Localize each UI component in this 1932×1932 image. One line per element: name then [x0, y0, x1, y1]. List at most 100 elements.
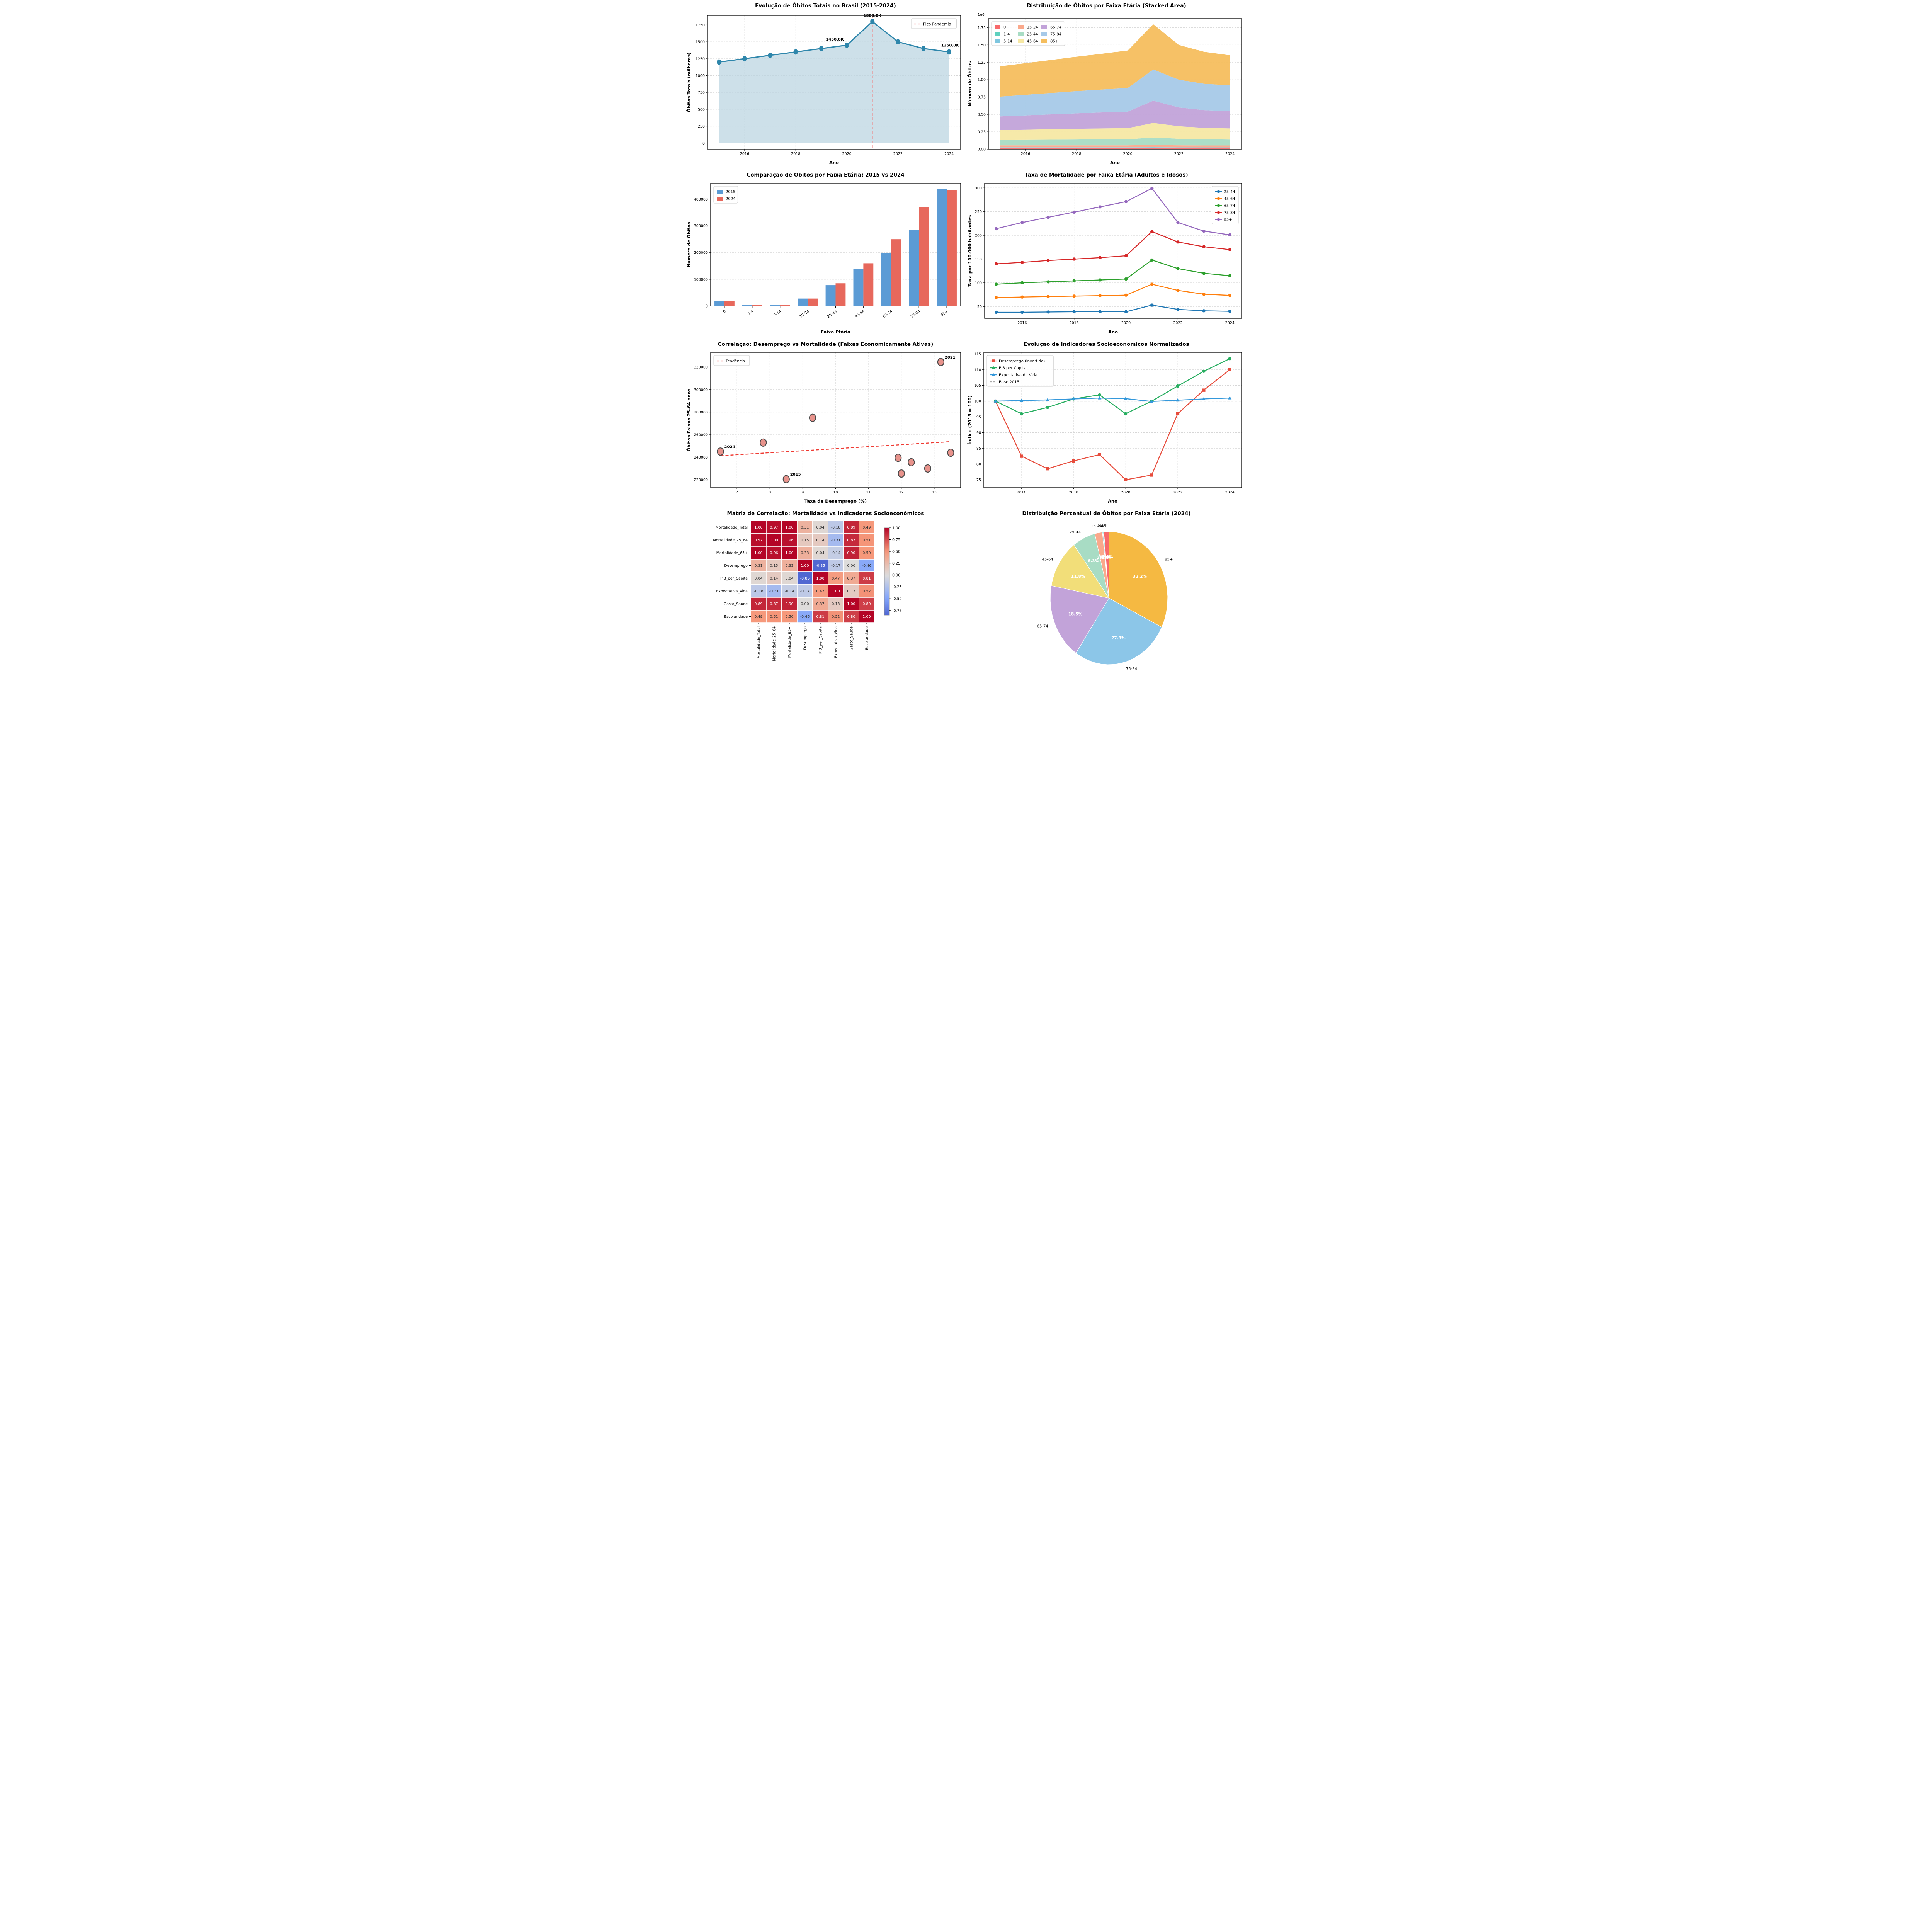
svg-text:PIB per Capita: PIB per Capita	[999, 366, 1026, 371]
chart-cell-comparacao-bar: Comparação de Óbitos por Faixa Etária: 2…	[685, 169, 966, 338]
svg-text:75-84: 75-84	[910, 309, 921, 319]
chart-cell-correlacao-scatter: Correlação: Desemprego vs Mortalidade (F…	[685, 338, 966, 508]
svg-text:0.97: 0.97	[754, 538, 762, 543]
svg-text:0.2%: 0.2%	[1100, 555, 1112, 560]
svg-text:0.13: 0.13	[847, 589, 855, 594]
svg-text:2024: 2024	[724, 445, 735, 449]
svg-text:2016: 2016	[1017, 321, 1027, 325]
svg-text:Desemprego: Desemprego	[803, 626, 808, 650]
svg-text:75-84: 75-84	[1126, 667, 1137, 671]
svg-text:85+: 85+	[940, 309, 949, 317]
svg-text:-0.18: -0.18	[831, 526, 841, 530]
taxa-mortalidade-line-chart: 2016 2018 2020 2022 2024 50 100 150 200 250 300 Ano…	[967, 183, 1242, 335]
svg-text:1.25: 1.25	[978, 61, 986, 65]
chart-title-obitos-totais: Evolução de Óbitos Totais no Brasil (201…	[755, 3, 896, 9]
svg-text:Ano: Ano	[829, 160, 839, 165]
svg-text:Faixa Etária: Faixa Etária	[821, 329, 850, 335]
svg-text:12: 12	[899, 490, 904, 495]
svg-text:Ano: Ano	[1110, 160, 1120, 165]
svg-text:2020: 2020	[1121, 321, 1131, 325]
svg-text:0.81: 0.81	[816, 615, 824, 619]
chart-cell-stacked-area: Distribuição de Óbitos por Faixa Etária …	[966, 0, 1247, 169]
svg-text:85: 85	[976, 447, 981, 451]
svg-text:0.00: 0.00	[978, 148, 986, 152]
svg-text:2020: 2020	[1121, 490, 1130, 495]
svg-text:Gasto_Saude: Gasto_Saude	[724, 602, 748, 606]
svg-text:105: 105	[974, 384, 981, 388]
svg-text:200: 200	[975, 234, 982, 238]
svg-text:0.49: 0.49	[754, 615, 762, 619]
svg-text:1800.0K: 1800.0K	[864, 14, 882, 18]
svg-text:400000: 400000	[694, 197, 708, 202]
svg-text:5-14: 5-14	[773, 309, 782, 317]
svg-text:65-74: 65-74	[1037, 624, 1048, 628]
svg-text:0.00: 0.00	[892, 573, 900, 578]
svg-text:1.00: 1.00	[785, 551, 793, 555]
chart-cell-matriz-correlacao: Matriz de Correlação: Mortalidade vs Ind…	[685, 508, 966, 677]
svg-text:2024: 2024	[1225, 490, 1235, 495]
svg-text:300: 300	[975, 186, 982, 190]
svg-text:85+: 85+	[1050, 39, 1058, 44]
svg-text:250: 250	[698, 124, 705, 129]
mortality-dashboard: Evolução de Óbitos Totais no Brasil (201…	[685, 0, 1247, 677]
comparacao-2015-2024-bar-chart: 0 1-4 5-14 15-24 25-44 45-64 65-74 75-84 85+ 0 100…	[686, 183, 961, 335]
chart-title-stacked-area: Distribuição de Óbitos por Faixa Etária …	[1027, 3, 1186, 9]
chart-title-correlacao-scatter: Correlação: Desemprego vs Mortalidade (F…	[718, 341, 934, 347]
svg-text:500: 500	[698, 107, 705, 112]
faixa-etaria-stacked-area-chart: 2016 2018 2020 2022 2024 0.00 0.25 0.50 0.75 1.00…	[967, 13, 1242, 165]
svg-text:1.00: 1.00	[801, 564, 809, 568]
svg-text:Desemprego: Desemprego	[724, 564, 748, 568]
svg-text:0.50: 0.50	[978, 113, 986, 117]
svg-text:45-64: 45-64	[1224, 197, 1235, 201]
svg-text:0.51: 0.51	[862, 538, 871, 543]
svg-text:0.25: 0.25	[892, 561, 900, 566]
svg-text:0.37: 0.37	[816, 602, 824, 606]
svg-text:75-84: 75-84	[1050, 32, 1061, 37]
svg-text:300000: 300000	[694, 388, 708, 392]
svg-text:5-14: 5-14	[1097, 524, 1106, 528]
svg-text:1000: 1000	[696, 74, 705, 78]
svg-text:1750: 1750	[696, 23, 705, 27]
svg-text:6.3%: 6.3%	[1088, 559, 1099, 563]
svg-text:85+: 85+	[1224, 218, 1232, 222]
svg-text:11.8%: 11.8%	[1071, 574, 1085, 579]
svg-text:25-44: 25-44	[827, 309, 838, 319]
svg-text:1.00: 1.00	[770, 538, 778, 543]
svg-text:-0.85: -0.85	[800, 577, 810, 581]
svg-text:0.04: 0.04	[785, 577, 793, 581]
svg-text:65-74: 65-74	[1224, 204, 1235, 208]
svg-text:2018: 2018	[1070, 321, 1079, 325]
svg-text:0.80: 0.80	[862, 602, 871, 606]
svg-text:2018: 2018	[791, 152, 800, 156]
svg-text:15-24: 15-24	[1027, 26, 1038, 30]
indicadores-socioeconomicos-line-chart: 2016 2018 2020 2022 2024 75 80 85 90 95 100 105 110 1…	[967, 352, 1242, 504]
svg-text:1250: 1250	[696, 57, 705, 61]
svg-text:Mortalidade_25_64: Mortalidade_25_64	[713, 538, 748, 543]
svg-text:1350.0K: 1350.0K	[941, 43, 960, 48]
chart-cell-indicadores: Evolução de Indicadores Socioeconômicos …	[966, 338, 1247, 508]
svg-text:Expectativa de Vida: Expectativa de Vida	[999, 373, 1037, 378]
svg-text:1.00: 1.00	[892, 526, 900, 531]
svg-text:1e6: 1e6	[978, 13, 985, 17]
svg-text:280000: 280000	[694, 410, 708, 415]
svg-text:110: 110	[974, 368, 981, 372]
svg-text:0.87: 0.87	[770, 602, 778, 606]
svg-text:75: 75	[976, 478, 981, 482]
svg-text:0.33: 0.33	[785, 564, 793, 568]
svg-text:0.15: 0.15	[801, 538, 809, 543]
svg-text:750: 750	[698, 91, 705, 95]
svg-text:0.49: 0.49	[862, 526, 871, 530]
svg-text:Ano: Ano	[1108, 498, 1117, 504]
svg-text:45-64: 45-64	[1042, 558, 1053, 562]
svg-text:65-74: 65-74	[882, 309, 893, 319]
svg-text:Mortalidade_25_64: Mortalidade_25_64	[772, 626, 777, 661]
svg-text:0: 0	[1105, 523, 1107, 527]
svg-text:Taxa por 100.000 habitantes: Taxa por 100.000 habitantes	[967, 215, 973, 286]
svg-text:240000: 240000	[694, 456, 708, 460]
svg-text:11: 11	[866, 490, 871, 495]
svg-text:-0.25: -0.25	[892, 585, 902, 589]
svg-text:0: 0	[702, 141, 705, 146]
svg-text:7: 7	[736, 490, 738, 495]
svg-text:Expectativa_Vida: Expectativa_Vida	[834, 626, 838, 658]
svg-text:0.47: 0.47	[816, 589, 824, 594]
